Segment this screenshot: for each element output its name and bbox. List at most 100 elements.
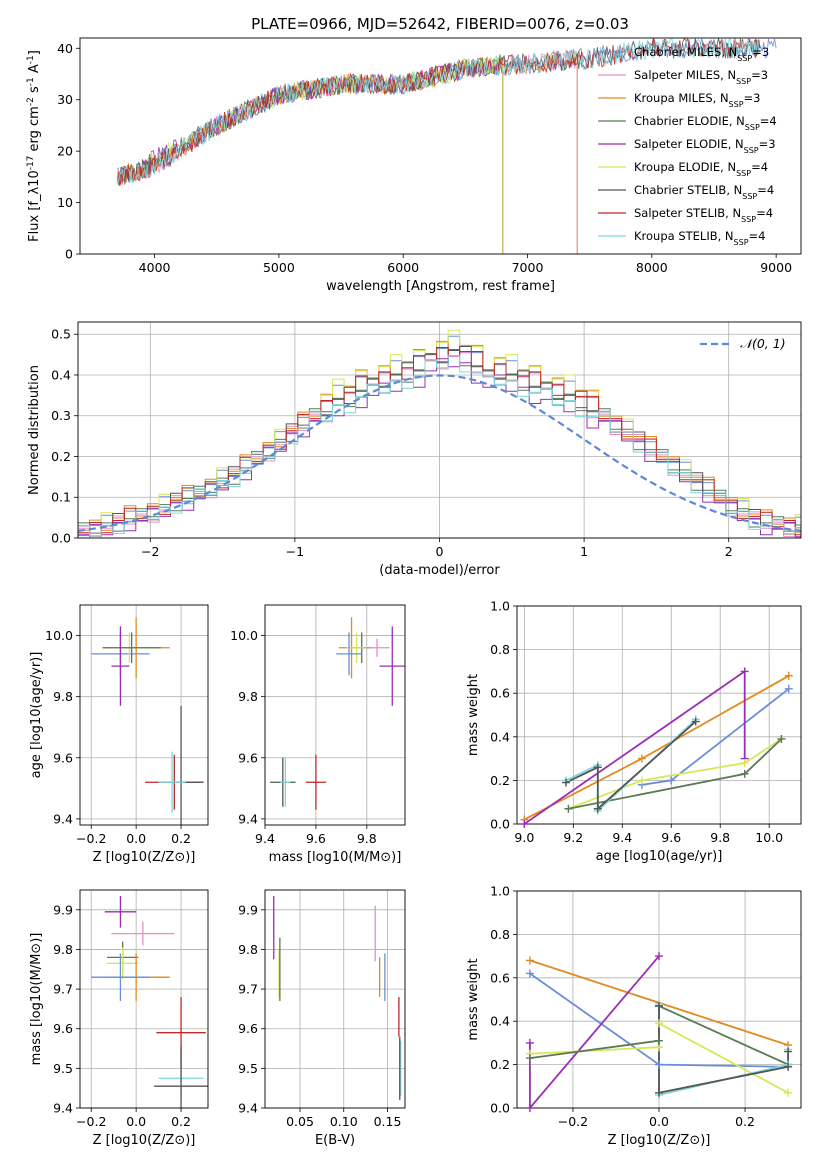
z-massweight-point-marker xyxy=(525,1038,534,1047)
z-massweight-ytick-label: 1.0 xyxy=(490,884,510,899)
z-age-xlabel-part: Z [log10(Z/Z⊙)] xyxy=(93,850,196,865)
z-massweight-xtick-label: −0.2 xyxy=(558,1114,588,1129)
z-massweight-xtick-label: 0.0 xyxy=(649,1114,669,1129)
z-mass-ylabel: mass [log10(M/M⊙)] xyxy=(29,933,44,1066)
residuals-xtick-label: 1 xyxy=(580,544,588,559)
spectrum-ylabel-sup: -1 xyxy=(26,77,36,86)
age-massweight-ytick-label: 0.8 xyxy=(490,642,510,657)
legend-label-part: =4 xyxy=(756,206,773,220)
histogram-step xyxy=(78,355,801,537)
z-massweight-ytick-label: 0.0 xyxy=(490,1101,510,1116)
ebv-mass-xlabel-part: E(B-V) xyxy=(315,1133,355,1148)
z-massweight-ytick-label: 0.6 xyxy=(490,970,510,985)
z-age-frame xyxy=(79,604,209,826)
z-mass-xlabel: Z [log10(Z/Z⊙)] xyxy=(93,1133,196,1148)
z-mass-xtick-label: −0.2 xyxy=(76,1114,106,1129)
mass-age-xtick-label: 9.6 xyxy=(306,831,326,846)
z-mass-xtick-label: 0.0 xyxy=(126,1114,146,1129)
z-massweight-point-marker xyxy=(525,1054,534,1063)
z-age-panel: −0.2 0.0 0.2 9.4 9.6 9.8 10.0 Z [log10(Z/Z⊙)] ag… xyxy=(29,604,209,865)
z-age-ytick-label: 10.0 xyxy=(45,628,73,643)
spectrum-ytick-label: 10 xyxy=(57,195,73,210)
z-mass-xtick-label: 0.2 xyxy=(171,1114,191,1129)
ebv-mass-xtick-label: 0.10 xyxy=(330,1114,358,1129)
legend-label-sub: SSP xyxy=(742,192,757,201)
legend-label: Chabrier STELIB, NSSP=4 xyxy=(634,183,774,201)
age-massweight-point-marker xyxy=(777,734,786,743)
mass-age-xlabel: mass [log10(M/M⊙)] xyxy=(269,850,402,865)
spectrum-ylabel-part: ] xyxy=(27,50,42,55)
residuals-plot-area xyxy=(78,329,801,538)
z-massweight-panel: −0.2 0.0 0.2 0.0 0.2 0.4 0.6 0.8 1.0 Z [log10(Z/Z… xyxy=(466,884,802,1148)
z-massweight-point-marker xyxy=(655,952,663,961)
age-massweight-ytick-label: 0.0 xyxy=(490,817,510,832)
mass-age-xlabel-part: mass [log10(M/M⊙)] xyxy=(269,850,402,865)
z-massweight-series-line xyxy=(658,1006,789,1094)
z-age-ylabel: age [log10(age/yr)] xyxy=(29,652,44,779)
age-massweight-point-marker xyxy=(740,667,749,676)
residuals-ytick-label: 0.0 xyxy=(51,531,71,546)
ebv-mass-frame xyxy=(264,889,406,1109)
legend-label-sub: SSP xyxy=(736,169,751,178)
ebv-mass-grid xyxy=(265,890,405,1109)
z-mass-grid xyxy=(80,890,208,1109)
residuals-ytick-label: 0.5 xyxy=(51,327,71,342)
age-massweight-series-line xyxy=(523,669,746,824)
spectrum-ytick-label: 40 xyxy=(57,41,73,56)
z-massweight-point-marker xyxy=(525,969,534,978)
residuals-xtick-label: 0 xyxy=(436,544,444,559)
spectrum-ylabel-sup: -2 xyxy=(26,97,36,106)
age-massweight-point-marker xyxy=(667,776,676,785)
spectrum-xtick-label: 5000 xyxy=(263,260,295,275)
ebv-mass-xtick-label: 0.05 xyxy=(286,1114,314,1129)
age-massweight-point-marker xyxy=(784,684,793,693)
legend-label: Chabrier ELODIE, NSSP=4 xyxy=(634,114,777,132)
figure-title: PLATE=0966, MJD=52642, FIBERID=0076, z=0… xyxy=(251,15,629,33)
age-massweight-ytick-label: 0.6 xyxy=(490,686,510,701)
age-massweight-point-marker xyxy=(561,778,570,787)
z-age-xlabel: Z [log10(Z/Z⊙)] xyxy=(93,850,196,865)
histogram-step xyxy=(78,358,801,538)
age-massweight-series-line xyxy=(523,675,790,821)
ebv-mass-panel: 0.05 0.10 0.15 9.4 9.5 9.6 9.7 9.8 9.9 E(B-V) xyxy=(238,889,406,1148)
spectrum-ylabel-part: erg cm xyxy=(27,106,42,155)
ebv-mass-ytick-label: 9.8 xyxy=(238,942,258,957)
age-massweight-point-marker xyxy=(691,717,700,726)
spectrum-frame xyxy=(79,37,802,255)
age-massweight-point-marker xyxy=(637,776,646,785)
z-age-xtick-label: 0.2 xyxy=(171,831,191,846)
age-massweight-point-marker xyxy=(593,804,602,813)
z-massweight-ytick-label: 0.4 xyxy=(490,1014,510,1029)
residuals-ytick-label: 0.2 xyxy=(51,449,71,464)
age-massweight-point-marker xyxy=(740,758,749,767)
residuals-ylabel: Normed distribution xyxy=(27,365,42,495)
age-massweight-xtick-label: 9.4 xyxy=(612,830,632,845)
z-mass-xlabel-part: Z [log10(Z/Z⊙)] xyxy=(93,1133,196,1148)
histogram-step xyxy=(78,352,801,538)
z-age-ytick-label: 9.4 xyxy=(53,811,73,826)
spectrum-series-line xyxy=(116,38,761,184)
age-massweight-point-marker xyxy=(593,763,602,772)
z-mass-ylabel-part: mass [log10(M/M⊙)] xyxy=(29,933,44,1066)
mass-age-panel: 9.4 9.6 9.8 9.4 9.6 9.8 10.0 mass [log10(M/M⊙)] xyxy=(230,604,406,865)
ebv-mass-ytick-label: 9.4 xyxy=(238,1101,258,1116)
legend-label-part: =4 xyxy=(749,229,766,243)
spectrum-ylabel-part: A xyxy=(27,64,42,77)
z-massweight-frame xyxy=(516,890,802,1109)
legend-label-part: Kroupa STELIB, N xyxy=(634,229,734,243)
z-massweight-point-marker xyxy=(655,1019,663,1028)
age-massweight-point-marker xyxy=(740,769,749,778)
spectrum-ylabel-part: s xyxy=(27,86,42,97)
age-massweight-series-line xyxy=(565,720,697,811)
z-massweight-xlabel-part: Z [log10(Z/Z⊙)] xyxy=(608,1133,711,1148)
spectrum-plot-area xyxy=(116,38,777,254)
spectrum-ylabel-part: Flux [f_λ10 xyxy=(27,170,42,242)
legend-label-part: =3 xyxy=(752,45,769,59)
mass-age-ytick-label: 9.6 xyxy=(238,750,258,765)
spectrum-ylabel: Flux [f_λ10-17 erg cm-2 s-1 A-1] xyxy=(26,50,42,242)
age-massweight-point-marker xyxy=(784,671,793,680)
spectrum-xtick-label: 6000 xyxy=(387,260,419,275)
age-massweight-panel: 9.0 9.2 9.4 9.6 9.8 10.0 0.0 0.2 0.4 0.6 0.8 1.0 age… xyxy=(466,599,802,864)
legend-label-part: =3 xyxy=(744,91,761,105)
